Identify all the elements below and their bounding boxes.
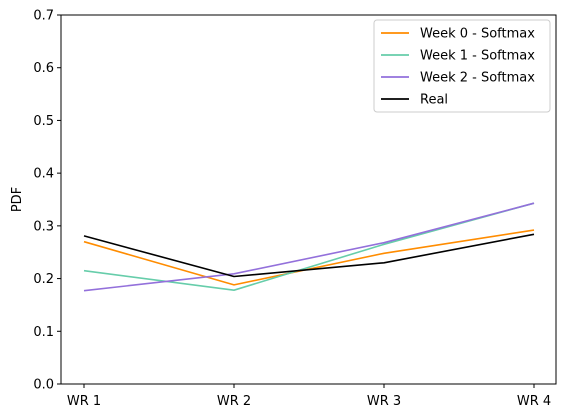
- y-tick-label: 0.3: [33, 219, 54, 234]
- y-tick-label: 0.2: [33, 272, 54, 287]
- y-tick-label: 0.6: [33, 61, 54, 76]
- y-tick-label: 0.5: [33, 114, 54, 129]
- y-tick-label: 0.0: [33, 378, 54, 393]
- series-line-2: [83, 202, 535, 292]
- y-tick-label: 0.4: [33, 167, 54, 182]
- x-tick-label: WR 1: [67, 394, 101, 409]
- series-line-3: [83, 233, 535, 278]
- y-axis-label: PDF: [10, 187, 25, 212]
- legend-box: [373, 19, 551, 113]
- x-tick-label: WR 4: [517, 394, 551, 409]
- legend-label-3: Real: [420, 93, 448, 108]
- y-tick-label: 0.7: [33, 9, 54, 24]
- x-tick-label: WR 3: [367, 394, 401, 409]
- plot-frame: [60, 14, 557, 385]
- legend-label-2: Week 2 - Softmax: [420, 71, 535, 86]
- legend-label-1: Week 1 - Softmax: [420, 49, 535, 64]
- legend-label-0: Week 0 - Softmax: [420, 27, 535, 42]
- y-tick-label: 0.1: [33, 325, 54, 340]
- series-layer: [83, 202, 535, 292]
- legend: Week 0 - Softmax Week 1 - Softmax Week 2 -…: [373, 19, 551, 113]
- axes-layer: 0.0 0.1 0.2 0.3 0.4 0.5 0.6 0.7 WR 1 WR 2 WR 3 WR 4: [33, 9, 557, 409]
- x-tick-label: WR 2: [217, 394, 251, 409]
